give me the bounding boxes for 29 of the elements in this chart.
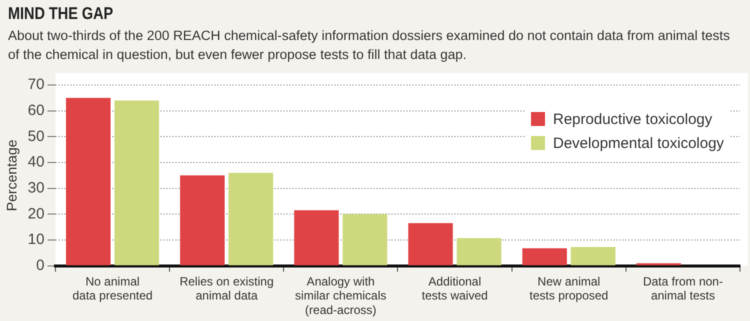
bar [66, 98, 111, 266]
y-tick-label: 10 [28, 231, 44, 248]
x-tick-label: Additional tests waived [422, 274, 488, 303]
y-tick-label: 40 [28, 154, 44, 171]
y-tick-label: 60 [28, 102, 44, 119]
bar [522, 248, 567, 266]
x-tick-label: Data from non- animal tests [642, 274, 723, 303]
y-tick-label: 20 [28, 205, 44, 222]
legend-label: Reproductive toxicology [553, 110, 712, 128]
bar [408, 223, 453, 266]
bar [114, 100, 160, 266]
bar [342, 214, 388, 266]
bar [456, 238, 502, 266]
bar [294, 210, 339, 266]
x-tick-label: New animal tests proposed [530, 274, 608, 303]
y-tick-label: 30 [28, 179, 44, 196]
y-tick-label: 0 [36, 256, 44, 274]
x-tick-label: Relies on existing animal data [180, 274, 274, 303]
chart-subtitle: About two-thirds of the 200 REACH chemical-safety information dossiers examined do not contain data from animal tests of the chemical in question, but even fewer propose tests to fill that data gap. [8, 27, 731, 64]
chart-title: MIND THE GAP [8, 4, 114, 24]
bar [228, 172, 274, 266]
x-tick-label: No animal data presented [72, 274, 153, 303]
y-axis-title: Percentage [3, 139, 20, 212]
x-tick-label: Analogy with similar chemicals (read-across) [295, 274, 386, 318]
legend-label: Developmental toxicology [553, 134, 724, 152]
bar [570, 246, 616, 266]
y-tick-label: 70 [28, 76, 44, 94]
bar [180, 175, 225, 266]
y-tick-label: 50 [28, 128, 44, 145]
